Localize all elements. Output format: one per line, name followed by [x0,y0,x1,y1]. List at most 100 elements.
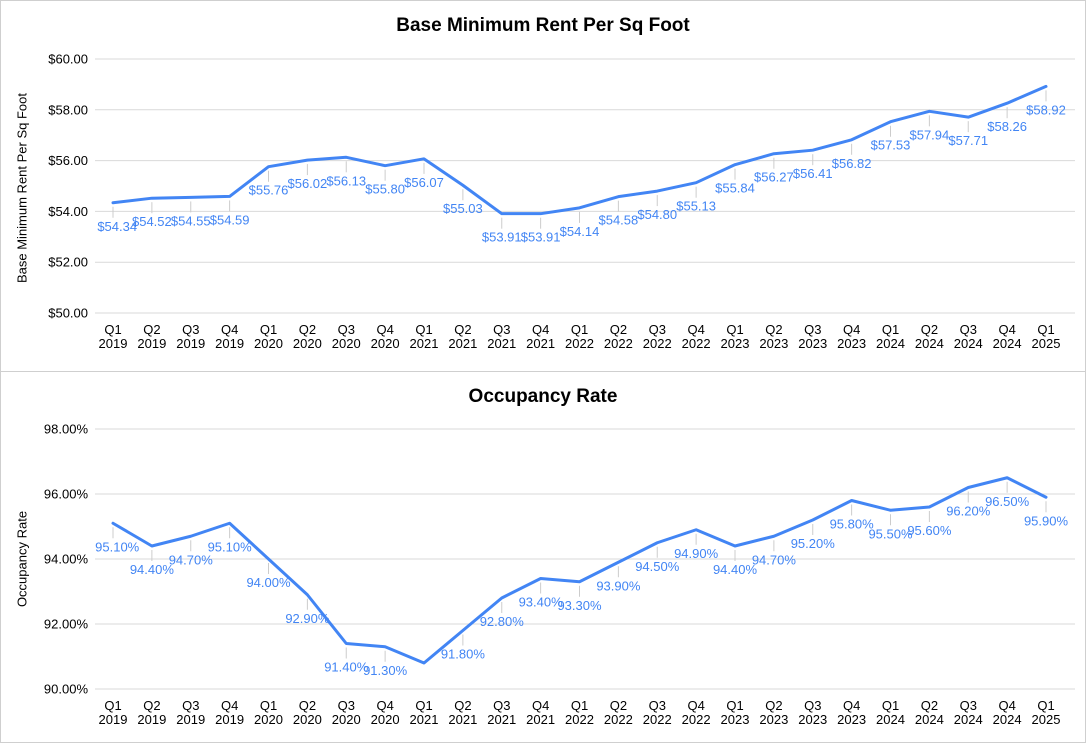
x-tick-label: Q1 [415,322,432,337]
x-tick-label: 2020 [371,336,400,351]
data-label: 95.80% [830,517,875,532]
x-tick-label: 2022 [565,336,594,351]
x-tick-label: 2020 [293,336,322,351]
y-tick-label: $52.00 [48,255,88,270]
data-label: 94.40% [713,562,758,577]
data-label: $54.80 [637,207,677,222]
x-tick-label: Q1 [260,322,277,337]
x-tick-label: Q4 [687,322,704,337]
y-tick-label: 92.00% [44,617,89,632]
chart-title: Occupancy Rate [468,386,618,407]
data-label: 92.90% [285,611,330,626]
data-label: $57.53 [871,138,911,153]
data-label: 96.20% [946,504,991,519]
x-tick-label: 2022 [604,712,633,727]
x-tick-label: 2022 [565,712,594,727]
x-tick-label: Q1 [726,322,743,337]
x-tick-label: Q1 [571,698,588,713]
x-tick-label: 2021 [448,712,477,727]
x-tick-label: 2023 [798,712,827,727]
x-tick-label: Q3 [182,698,199,713]
x-tick-label: Q3 [649,698,666,713]
series-line [111,476,1048,665]
y-tick-label: 94.00% [44,552,89,567]
x-tick-label: Q3 [493,698,510,713]
data-label: 94.70% [752,552,797,567]
data-label: 92.80% [480,614,525,629]
x-tick-label: 2020 [371,712,400,727]
x-tick-label: Q2 [921,322,938,337]
x-tick-label: 2020 [254,336,283,351]
data-label: 94.50% [635,559,680,574]
x-tick-label: 2023 [837,712,866,727]
data-label: $56.07 [404,175,444,190]
y-tick-label: 98.00% [44,422,89,437]
y-tick-label: $56.00 [48,153,88,168]
data-label: $54.34 [97,219,137,234]
y-tick-label: $54.00 [48,204,88,219]
data-label: $56.13 [326,173,366,188]
x-tick-label: 2021 [526,712,555,727]
x-tick-label: 2022 [682,712,711,727]
x-tick-label: 2023 [837,336,866,351]
x-tick-label: Q2 [921,698,938,713]
y-tick-label: 96.00% [44,487,89,502]
data-label: $54.58 [598,213,638,228]
x-tick-label: Q4 [221,698,238,713]
x-tick-label: Q1 [1037,698,1054,713]
x-tick-label: 2021 [487,712,516,727]
y-tick-label: $58.00 [48,102,88,117]
x-tick-label: Q1 [571,322,588,337]
x-tick-label: Q3 [804,322,821,337]
x-tick-label: 2022 [643,712,672,727]
x-tick-label: 2024 [993,336,1022,351]
data-label: $56.02 [287,176,327,191]
x-tick-label: 2022 [604,336,633,351]
data-label: 95.60% [907,523,952,538]
x-tick-label: Q3 [338,698,355,713]
x-tick-label: 2023 [721,712,750,727]
data-label: $55.13 [676,199,716,214]
data-label: 94.70% [169,552,214,567]
x-tick-label: Q1 [726,698,743,713]
x-tick-label: Q4 [687,698,704,713]
data-label: $55.03 [443,201,483,216]
y-tick-label: $50.00 [48,306,88,321]
x-tick-label: Q1 [882,322,899,337]
data-label: $54.55 [171,213,211,228]
x-tick-label: Q3 [960,698,977,713]
x-tick-label: Q4 [843,698,860,713]
x-tick-label: Q3 [338,322,355,337]
x-tick-label: Q4 [998,698,1015,713]
data-label: 95.90% [1024,513,1069,528]
x-tick-label: Q3 [804,698,821,713]
data-label: 93.40% [519,595,564,610]
x-tick-label: Q4 [221,322,238,337]
data-label: $58.26 [987,119,1027,134]
x-tick-label: Q2 [143,322,160,337]
data-label: 96.50% [985,494,1030,509]
data-label: 95.20% [791,536,836,551]
data-label: 93.30% [557,598,602,613]
data-label: $57.71 [948,133,988,148]
x-tick-label: Q4 [532,698,549,713]
x-tick-label: 2019 [99,336,128,351]
x-tick-label: 2020 [332,336,361,351]
x-tick-label: 2019 [176,336,205,351]
x-tick-label: Q1 [1037,322,1054,337]
x-tick-label: Q3 [182,322,199,337]
x-tick-label: 2021 [448,336,477,351]
x-tick-label: Q4 [998,322,1015,337]
x-tick-label: Q2 [610,698,627,713]
x-tick-label: 2020 [293,712,322,727]
x-tick-label: 2019 [137,336,166,351]
x-tick-label: Q2 [143,698,160,713]
data-label: 94.00% [246,575,291,590]
chart-occupancy-rate: Occupancy Rate Occupancy Rate 98.00% 96.0… [0,371,1086,743]
x-tick-label: 2024 [954,336,983,351]
data-label: 94.90% [674,546,719,561]
x-tick-label: 2023 [798,336,827,351]
x-tick-label: 2023 [721,336,750,351]
x-tick-label: 2019 [137,712,166,727]
